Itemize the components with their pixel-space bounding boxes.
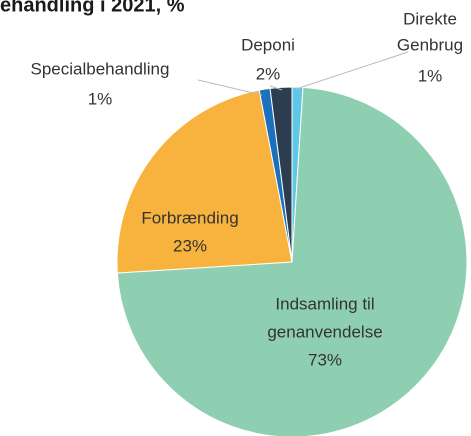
slice-value: 23% (173, 236, 207, 255)
slice-value: 73% (308, 350, 342, 369)
slice-label: Deponi (241, 35, 295, 54)
slice-label: genanvendelse (267, 322, 382, 341)
slice-label: Forbrænding (141, 208, 238, 227)
slice-value: 2% (256, 64, 281, 83)
leader-line (295, 51, 409, 90)
leader-line (269, 85, 283, 91)
slice-value: 1% (88, 89, 113, 108)
pie-slice (269, 86, 293, 263)
leader-line (197, 79, 263, 96)
slice-label: Specialbehandling (31, 59, 170, 78)
pie-slice (116, 89, 293, 274)
slice-value: 1% (418, 66, 443, 85)
slice-label: Indsamling til (275, 294, 374, 313)
slice-label: Genbrug (397, 35, 463, 54)
slice-label: Direkte (403, 9, 457, 28)
chart-title: ehandling i 2021, % (0, 0, 185, 16)
